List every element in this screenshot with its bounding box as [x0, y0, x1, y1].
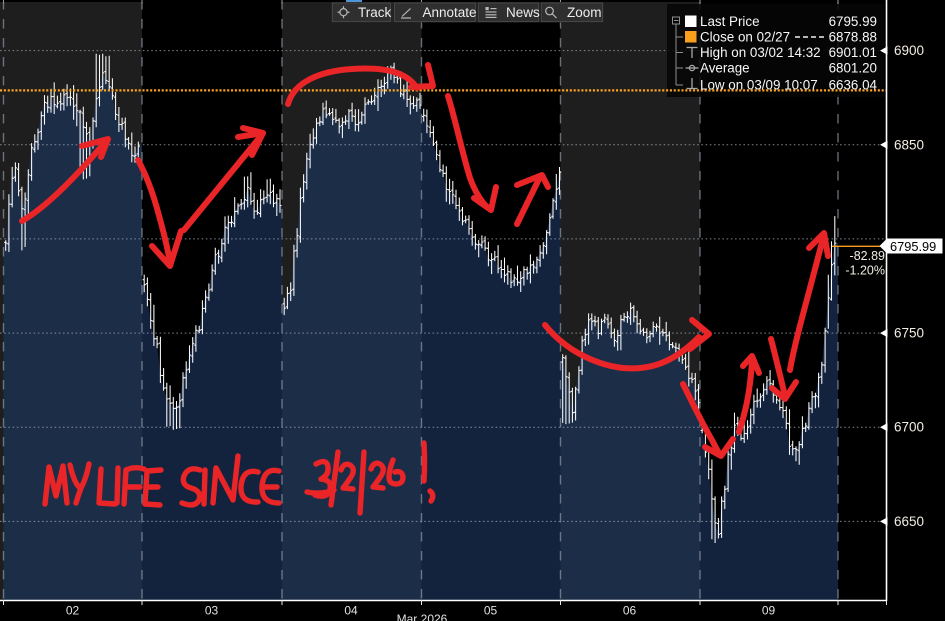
svg-text:6850: 6850	[894, 137, 924, 152]
svg-text:03: 03	[205, 604, 219, 618]
svg-text:6878.88: 6878.88	[829, 30, 877, 45]
svg-text:06: 06	[623, 604, 637, 618]
svg-text:6795.99: 6795.99	[890, 239, 936, 254]
svg-text:6700: 6700	[894, 420, 924, 435]
svg-text:Average: Average	[700, 61, 750, 76]
svg-text:-82.89: -82.89	[850, 249, 885, 263]
svg-text:Annotate: Annotate	[423, 5, 477, 20]
svg-text:News: News	[506, 5, 540, 20]
svg-text:04: 04	[344, 604, 358, 618]
svg-text:Close on 02/27: Close on 02/27	[700, 30, 790, 45]
svg-text:09: 09	[762, 604, 776, 618]
svg-text:Low on 03/09 10:07: Low on 03/09 10:07	[700, 78, 818, 93]
svg-text:6650: 6650	[894, 514, 924, 529]
svg-text:Zoom: Zoom	[567, 5, 602, 20]
svg-text:02: 02	[66, 604, 80, 618]
svg-text:6901.01: 6901.01	[829, 45, 877, 60]
svg-text:-1.20%: -1.20%	[845, 264, 885, 278]
svg-text:6636.04: 6636.04	[829, 78, 878, 93]
svg-text:6801.20: 6801.20	[829, 61, 877, 76]
svg-text:Mar 2026: Mar 2026	[397, 612, 448, 621]
svg-text:Track: Track	[358, 5, 391, 20]
svg-text:05: 05	[484, 604, 498, 618]
svg-text:6900: 6900	[894, 43, 924, 58]
svg-text:High on 03/02 14:32: High on 03/02 14:32	[700, 45, 821, 60]
svg-text:Last Price: Last Price	[700, 14, 760, 29]
svg-text:6795.99: 6795.99	[829, 14, 877, 29]
svg-text:6750: 6750	[894, 326, 924, 341]
